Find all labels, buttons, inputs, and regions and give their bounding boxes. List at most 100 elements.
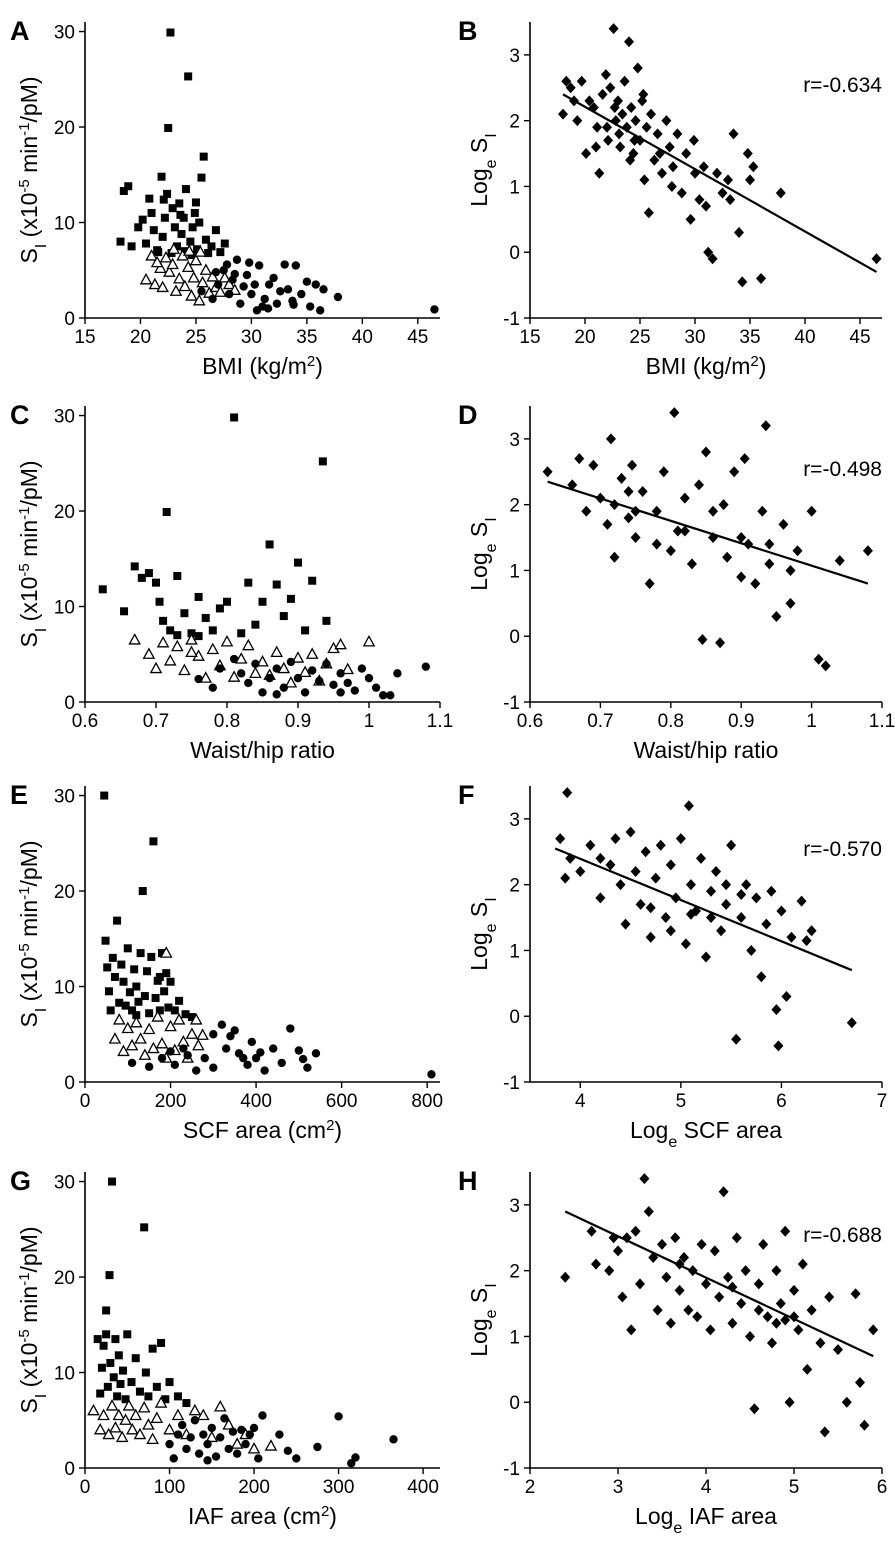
square-point <box>106 1006 115 1015</box>
circle-point <box>242 270 252 280</box>
square-point <box>140 1223 149 1232</box>
diamond-point <box>581 505 592 517</box>
diamond-point <box>736 912 747 924</box>
panel-e: E 0 10 20 30 0 200 400 600 800 SCF area (cm2) SI (x… <box>10 780 443 1143</box>
open-triangle-point <box>87 1403 100 1416</box>
square-point <box>115 998 124 1007</box>
square-point <box>102 1330 111 1339</box>
diamond-point <box>646 108 656 120</box>
circle-point <box>421 662 430 671</box>
diamond-point <box>784 1396 795 1408</box>
open-triangle-point <box>196 275 209 288</box>
diamond-point <box>786 931 797 943</box>
y-tick-label: 1 <box>509 561 520 582</box>
diamond-point <box>819 1426 830 1438</box>
diamond-point <box>561 75 572 87</box>
square-point <box>93 1335 102 1344</box>
diamond-point <box>707 253 718 265</box>
diamond-point <box>685 213 696 225</box>
circle-point <box>306 302 315 311</box>
diamond-point <box>626 102 637 114</box>
square-point <box>191 198 200 207</box>
diamond-point <box>621 1232 632 1244</box>
square-point <box>166 977 175 986</box>
x-axis-label: SCF area (cm2) <box>183 1117 342 1144</box>
diamond-point <box>746 944 757 956</box>
diamond-point <box>588 102 599 114</box>
square-point <box>145 194 154 203</box>
circle-point <box>297 289 306 299</box>
circle-point <box>427 1070 436 1079</box>
diamond-point <box>697 634 708 646</box>
diamond-point <box>602 121 612 133</box>
square-point <box>181 185 190 194</box>
diamond-point <box>792 545 803 557</box>
diamond-point <box>764 558 775 570</box>
circle-point <box>211 1452 221 1461</box>
axis-lines <box>529 1172 882 1469</box>
x-tick-label: 5 <box>676 1091 687 1112</box>
circle-point <box>347 1459 356 1468</box>
diamond-point <box>565 82 576 94</box>
diamond-point <box>815 1337 826 1349</box>
square-point <box>163 189 172 198</box>
diamond-point <box>565 852 576 864</box>
diamond-point <box>806 505 817 517</box>
open-triangle-point <box>192 1038 205 1051</box>
circle-point <box>179 1044 188 1053</box>
diamond-point <box>643 207 654 219</box>
square-point <box>157 1338 166 1347</box>
open-triangle-point <box>249 666 262 679</box>
diamond-point <box>736 889 747 901</box>
square-point <box>170 223 179 232</box>
diamond-point <box>619 75 630 87</box>
square-point <box>193 245 202 254</box>
circle-point <box>215 664 225 673</box>
circle-point <box>209 1063 218 1072</box>
square-point <box>157 949 166 958</box>
circle-point <box>166 1047 175 1056</box>
circle-point <box>269 273 278 283</box>
diamond-point <box>637 486 648 498</box>
diamond-point <box>806 1304 817 1316</box>
diamond-point <box>683 800 694 812</box>
circle-point <box>258 688 267 697</box>
series-circle <box>165 1411 398 1468</box>
x-tick-label: 0.9 <box>728 711 754 732</box>
circle-point <box>245 1430 255 1439</box>
open-triangle-point <box>150 255 164 268</box>
circle-point <box>170 1060 180 1070</box>
diamond-point <box>664 141 675 153</box>
diamond-point <box>623 486 634 498</box>
square-point <box>149 837 158 846</box>
square-point <box>166 626 175 635</box>
square-point <box>272 580 281 589</box>
circle-point <box>303 1063 312 1072</box>
diamond-point <box>627 459 638 471</box>
diamond-point <box>748 161 759 173</box>
diamond-point <box>750 578 761 590</box>
square-point <box>322 616 331 625</box>
y-tick-label: 2 <box>509 1262 520 1283</box>
square-point <box>138 887 147 896</box>
y-tick-label: 30 <box>54 407 75 428</box>
open-triangle-point <box>187 271 201 283</box>
diamond-point <box>756 273 766 285</box>
square-point <box>176 210 185 219</box>
x-tick-label: 0.7 <box>143 711 169 732</box>
diamond-point <box>542 466 553 478</box>
open-triangle-point <box>108 1032 122 1044</box>
square-point <box>173 1392 182 1401</box>
circle-point <box>343 678 352 688</box>
x-tick-label: 15 <box>519 327 540 348</box>
circle-point <box>430 305 439 314</box>
open-triangle-point <box>97 1408 110 1421</box>
circle-point <box>244 678 253 688</box>
diamond-point <box>654 148 665 160</box>
square-point <box>318 457 327 466</box>
y-axis-label: Loge SI <box>466 897 500 970</box>
square-point <box>147 952 156 961</box>
diamond-point <box>651 505 662 517</box>
square-point <box>301 626 310 635</box>
diamond-point <box>820 660 831 672</box>
